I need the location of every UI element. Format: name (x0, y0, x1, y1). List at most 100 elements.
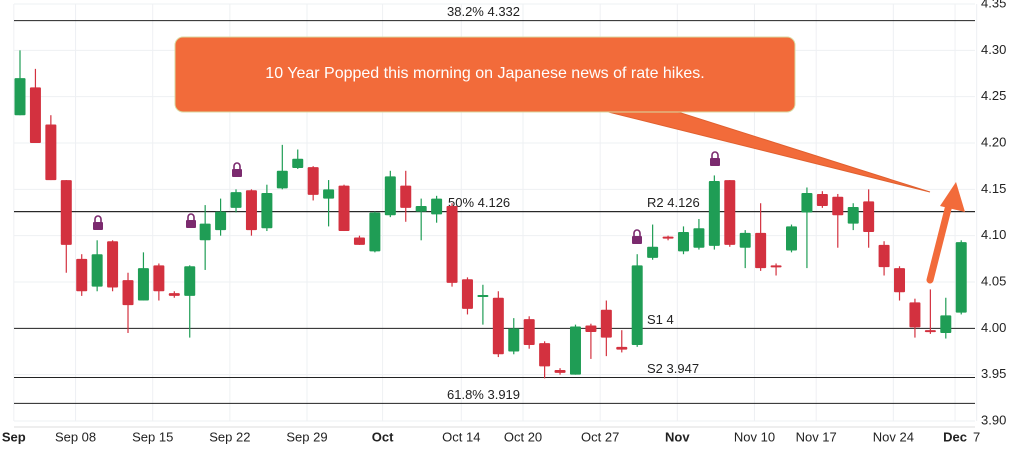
level-label: 38.2% 4.332 (447, 4, 520, 19)
candle-body (693, 228, 705, 248)
y-tick-label: 3.90 (981, 412, 1006, 427)
up-arrow (926, 182, 965, 284)
candle-body (600, 309, 612, 338)
candle-body (662, 236, 674, 239)
y-tick-label: 4.35 (981, 0, 1006, 10)
candle-body (261, 193, 273, 229)
candle-body (647, 246, 659, 258)
x-tick-label: Nov 17 (796, 429, 837, 444)
candle-body (45, 124, 57, 181)
candle-body (539, 343, 551, 367)
y-tick-label: 4.10 (981, 227, 1006, 242)
candle-body (801, 193, 813, 213)
candle-body (739, 232, 751, 248)
x-tick-label: Oct 27 (581, 429, 619, 444)
x-tick-label: Oct 20 (504, 429, 542, 444)
candle-body (508, 328, 520, 352)
candle-body (76, 258, 88, 292)
candle-body (724, 180, 736, 245)
x-tick-label: Sep (2, 429, 26, 444)
decoration-layer: 10 Year Popped this morning on Japanese … (93, 36, 965, 284)
x-tick-label: Dec (943, 429, 967, 444)
candle-body (569, 326, 581, 375)
callout-box (174, 36, 796, 113)
candle-body (184, 266, 196, 296)
y-tick-label: 4.30 (981, 42, 1006, 57)
y-tick-label: 4.00 (981, 320, 1006, 335)
levels-layer: 38.2% 4.332 50% 4.126 R2 4.126 S1 4 S2 3.947… (14, 4, 975, 404)
candles-layer (14, 50, 967, 379)
candle-body (199, 223, 211, 241)
x-tick-label: Nov (665, 429, 690, 444)
candle-body (863, 201, 875, 232)
candle-body (14, 78, 26, 116)
x-tick-label: Oct (372, 429, 394, 444)
candle-body (878, 244, 890, 268)
x-tick-label: Sep 29 (286, 429, 327, 444)
candle-body (940, 315, 952, 333)
candle-body (230, 192, 242, 208)
candle-body (755, 232, 767, 269)
level-label: S1 4 (647, 312, 674, 327)
candle-body (369, 212, 381, 252)
candle-body (492, 297, 504, 355)
candle-body (431, 198, 443, 215)
y-tick-label: 4.15 (981, 181, 1006, 196)
x-tick-label: Sep 15 (132, 429, 173, 444)
candle-body (816, 193, 828, 207)
candle-body (245, 190, 257, 231)
candle-body (60, 180, 72, 245)
candle-body (215, 211, 227, 231)
candle-body (122, 280, 134, 306)
candle-body (909, 302, 921, 328)
candle-body (955, 242, 967, 313)
x-tick-label: Sep 08 (55, 429, 96, 444)
candle-body (477, 294, 489, 297)
candle-body (554, 370, 566, 373)
level-label: 50% 4.126 (448, 195, 510, 210)
level-label: S2 3.947 (647, 361, 699, 376)
callout-pointer (559, 99, 931, 193)
x-tick-label: Sep 22 (209, 429, 250, 444)
level-label: R2 4.126 (647, 195, 700, 210)
candle-body (323, 189, 335, 199)
level-label: 61.8% 3.919 (447, 387, 520, 402)
candle-body (137, 268, 149, 301)
candle-body (847, 206, 859, 224)
candle-body (384, 176, 396, 216)
candle-body (400, 185, 412, 208)
candle-body (153, 265, 165, 292)
candle-body (677, 231, 689, 252)
candle-body (307, 167, 319, 195)
candle-body (523, 319, 535, 346)
candle-body (786, 226, 797, 251)
candle-body (894, 268, 906, 293)
candle-body (415, 206, 427, 212)
candle-body (585, 325, 597, 333)
candle-body (91, 254, 103, 287)
candle-body (29, 87, 41, 143)
x-tick-label: Oct 14 (442, 429, 480, 444)
x-tick-label: Nov 10 (734, 429, 775, 444)
y-tick-label: 3.95 (981, 366, 1006, 381)
candle-body (832, 196, 844, 216)
y-tick-label: 4.25 (981, 88, 1006, 103)
lock-icon (93, 151, 720, 244)
candle-body (461, 279, 473, 309)
candle-body (168, 293, 180, 296)
candle-body (353, 237, 365, 245)
candle-body (770, 265, 782, 268)
x-tick-label: 7 (973, 429, 980, 444)
annotation: 10 Year Popped this morning on Japanese … (265, 65, 704, 82)
candle-body (708, 180, 720, 246)
y-tick-label: 4.05 (981, 273, 1006, 288)
candle-body (924, 330, 936, 333)
candle-body (631, 265, 643, 346)
y-tick-label: 4.20 (981, 134, 1006, 149)
candle-body (292, 158, 304, 169)
candle-body (107, 241, 119, 288)
candle-body (276, 170, 288, 189)
candle-body (446, 206, 458, 283)
candle-body (338, 185, 350, 232)
